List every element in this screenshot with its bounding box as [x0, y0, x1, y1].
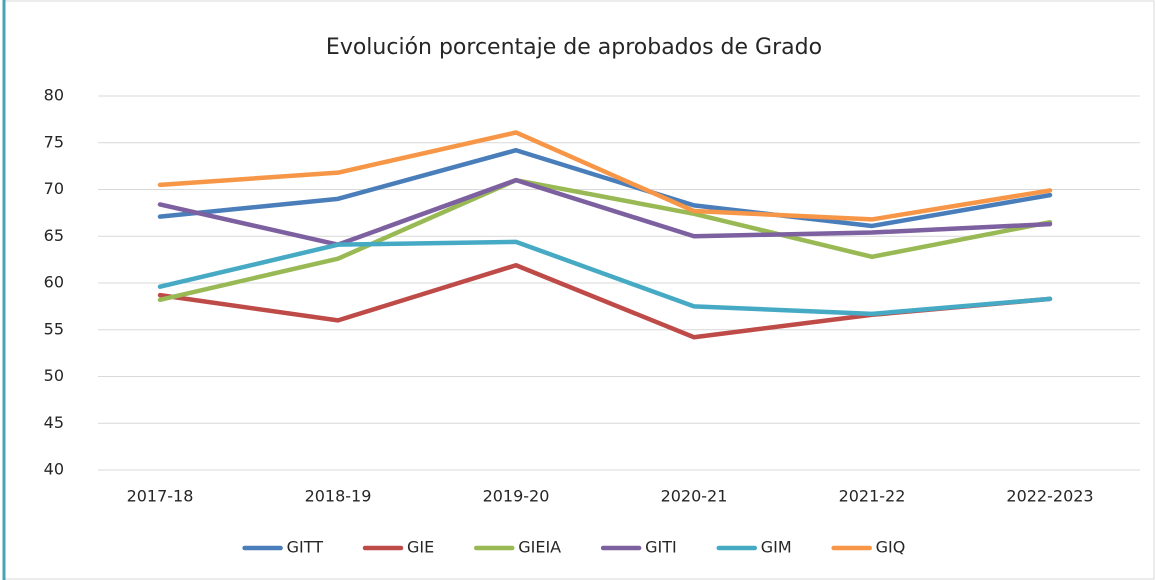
- y-tick-label: 70: [44, 179, 64, 198]
- y-tick-label: 60: [44, 273, 64, 292]
- y-tick-label: 40: [44, 460, 64, 479]
- x-tick-label: 2018-19: [305, 487, 372, 506]
- y-tick-label: 55: [44, 319, 64, 338]
- x-tick-label: 2021-22: [839, 487, 906, 506]
- legend-label: GIM: [761, 538, 792, 557]
- y-tick-label: 50: [44, 366, 64, 385]
- y-tick-label: 65: [44, 226, 64, 245]
- chart-title: Evolución porcentaje de aprobados de Gra…: [326, 35, 822, 60]
- legend-label: GITT: [287, 538, 324, 557]
- legend-label: GITI: [645, 538, 677, 557]
- legend-item: GITT: [242, 538, 324, 557]
- legend-item: GIM: [716, 538, 792, 557]
- series-line: [157, 147, 1053, 229]
- series-line: [157, 177, 1053, 247]
- y-tick-label: 75: [44, 132, 64, 151]
- legend-item: GIEIA: [473, 538, 561, 557]
- legend-label: GIQ: [876, 538, 906, 557]
- series-line: [157, 177, 1053, 303]
- legend-item: GITI: [600, 538, 677, 557]
- y-tick-label: 80: [44, 86, 64, 105]
- legend-label: GIE: [407, 538, 434, 557]
- series-line: [157, 130, 1053, 222]
- series-line: [157, 239, 1053, 317]
- x-tick-label: 2022-2023: [1006, 487, 1093, 506]
- legend-label: GIEIA: [518, 538, 561, 557]
- x-tick-label: 2019-20: [483, 487, 550, 506]
- x-tick-label: 2020-21: [661, 487, 728, 506]
- legend-item: GIE: [362, 538, 434, 557]
- legend-item: GIQ: [831, 538, 906, 557]
- y-tick-label: 45: [44, 413, 64, 432]
- x-tick-label: 2017-18: [127, 487, 194, 506]
